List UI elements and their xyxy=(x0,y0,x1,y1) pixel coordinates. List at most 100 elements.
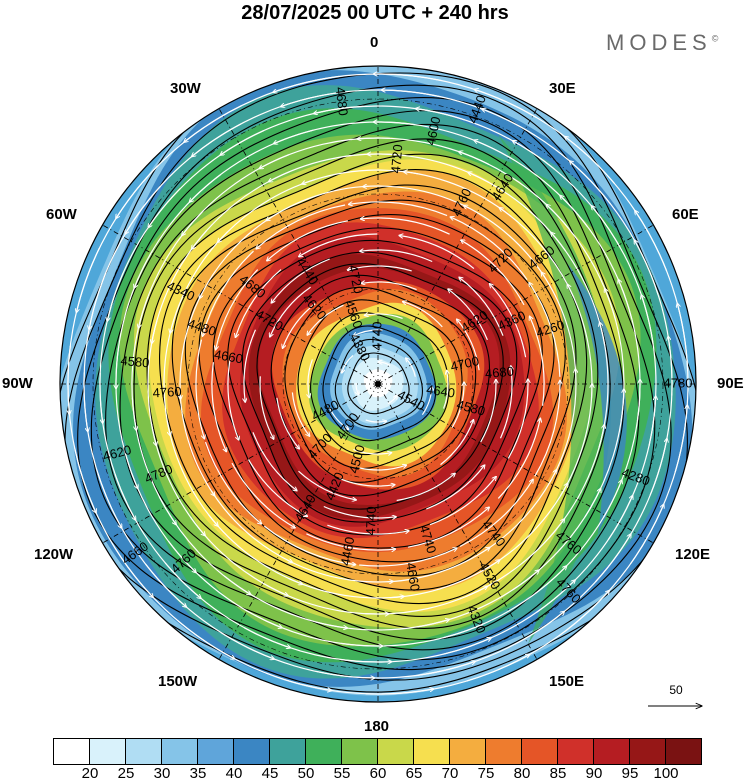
wind-arrow xyxy=(267,185,369,220)
wind-arrow xyxy=(459,480,533,548)
lon-label-60e: 60E xyxy=(672,206,699,223)
wind-arrow xyxy=(252,432,297,490)
wind-arrow xyxy=(529,283,561,377)
wind-arrow xyxy=(203,250,254,336)
copyright-mark: © xyxy=(711,33,719,44)
wind-arrow xyxy=(480,380,496,443)
meridian xyxy=(218,108,379,385)
map-title: 28/07/2025 00 UTC + 240 hrs xyxy=(241,2,509,24)
isohypse xyxy=(212,227,543,549)
brand-name: MODES xyxy=(606,30,712,55)
colorbar-labels: 20 25 30 35 40 45 50 55 60 65 70 75 80 85 90 95 100 xyxy=(0,765,750,782)
lon-label-150e: 150E xyxy=(549,673,585,690)
wind-arrow xyxy=(451,382,464,428)
meridian xyxy=(218,383,379,660)
contour-label: 4740 xyxy=(369,322,384,351)
lon-label-120w: 120W xyxy=(34,546,74,563)
wind-arrow xyxy=(308,359,313,397)
wind-arrow xyxy=(179,393,214,496)
wind-arrow xyxy=(247,459,308,517)
contour-label: 4500 xyxy=(346,443,368,475)
isohypse xyxy=(227,239,531,536)
colorbar-swatch xyxy=(377,738,414,765)
wind-arrow xyxy=(451,217,528,281)
wind-arrow xyxy=(111,542,234,659)
colorbar-label: 75 xyxy=(477,765,495,782)
wind-arrow xyxy=(269,153,391,181)
contour-label: 4460 xyxy=(338,536,358,567)
isohypse xyxy=(310,312,450,456)
isohypse xyxy=(171,184,577,591)
contour-label: 4680 xyxy=(484,364,514,381)
wind-arrow xyxy=(440,420,474,466)
north-pole-marker xyxy=(375,381,381,387)
isohypse xyxy=(284,286,477,483)
wind-arrow xyxy=(259,376,274,439)
wind-arrow xyxy=(231,462,295,528)
wind-arrow xyxy=(359,465,407,471)
wind-arrow xyxy=(461,240,525,306)
colorbar-swatch xyxy=(197,738,234,765)
contour-label: 4760 xyxy=(152,384,182,400)
lon-label-60w: 60W xyxy=(46,206,77,223)
lon-label-30w: 30W xyxy=(170,80,201,97)
wind-arrow xyxy=(443,371,448,409)
wind-arrow xyxy=(267,220,349,261)
wind-arrow xyxy=(180,293,203,398)
isohypse xyxy=(198,214,555,563)
wind-arrow xyxy=(459,152,569,229)
wind-arrow xyxy=(272,258,330,303)
colorbar-label: 50 xyxy=(297,765,315,782)
colorbar-label: 80 xyxy=(513,765,531,782)
wind-arrow xyxy=(299,233,378,257)
wind-arrow xyxy=(497,419,540,499)
meridian xyxy=(377,383,654,544)
wind-arrow xyxy=(490,284,527,358)
colorbar-swatch xyxy=(269,738,306,765)
wind-arrow xyxy=(315,662,475,679)
lon-label-120e: 120E xyxy=(675,546,711,563)
wind-arrow xyxy=(361,218,450,235)
contour-label: 4740 xyxy=(363,506,379,535)
wind-arrow xyxy=(354,329,383,336)
colorbar-swatch xyxy=(521,738,558,765)
contour-label: 4640 xyxy=(425,382,456,401)
lon-label-30e: 30E xyxy=(549,80,576,97)
contour-label: 4660 xyxy=(403,561,423,592)
map-border xyxy=(59,65,697,703)
wind-arrow xyxy=(396,474,455,502)
wind-arrow xyxy=(263,525,355,565)
wind-arrow xyxy=(363,186,469,209)
wind-arrow xyxy=(211,362,226,451)
colorbar-swatch xyxy=(341,738,378,765)
wind-arrow xyxy=(360,250,433,263)
colorbar-swatch xyxy=(449,738,486,765)
wind-arrow xyxy=(542,273,577,375)
isohypse xyxy=(133,138,611,629)
colorbar-swatch xyxy=(305,738,342,765)
colorbar-swatch xyxy=(593,738,630,765)
colorbar-swatch xyxy=(557,738,594,765)
isohypse xyxy=(184,199,566,577)
wind-arrow xyxy=(387,396,397,405)
wind-arrow xyxy=(365,314,403,319)
colorbar-label: 20 xyxy=(81,765,99,782)
wind-arrow xyxy=(353,449,391,454)
isohypse xyxy=(241,251,518,523)
wind-arrow xyxy=(200,216,272,299)
weak-wind-sector xyxy=(498,134,612,644)
wind-arrow xyxy=(403,302,443,328)
wind-streamlines xyxy=(68,74,688,695)
isohypse xyxy=(347,352,410,415)
wind-arrow xyxy=(464,206,546,278)
colorbar-label: 25 xyxy=(117,765,135,782)
wind-speed-field xyxy=(60,66,696,702)
colorbar-swatch xyxy=(125,738,162,765)
contour-label: 4780 xyxy=(664,375,693,390)
wind-arrow xyxy=(216,269,259,350)
wind-arrow xyxy=(406,358,416,377)
colorbar-label: 95 xyxy=(621,765,639,782)
wind-arrow xyxy=(236,269,282,338)
wind-arrow xyxy=(362,282,417,291)
